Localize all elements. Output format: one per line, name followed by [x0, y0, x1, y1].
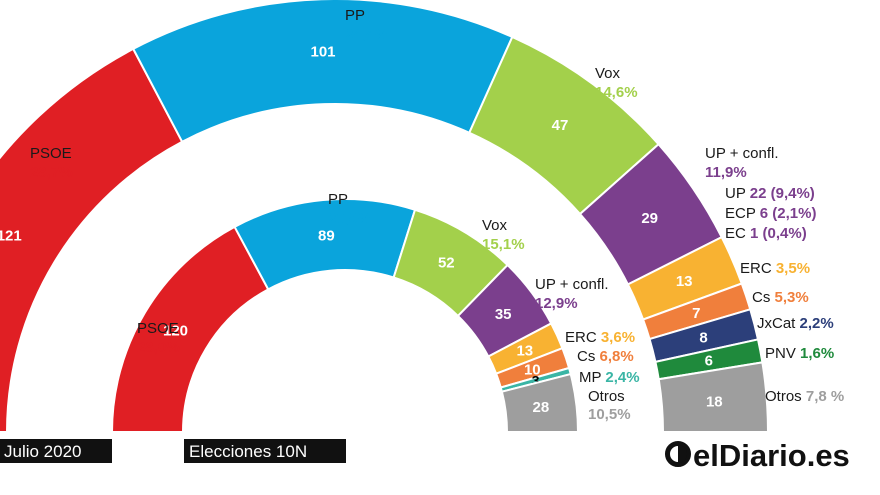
- inner-label-psoe-name: PSOE: [137, 320, 179, 337]
- outer-label-pp-name: PP: [345, 7, 365, 24]
- brand-logo: elDiario.es: [665, 438, 850, 473]
- outer-seats-erc: 13: [676, 273, 693, 290]
- inner-label-vox-pct: 15,1%: [482, 236, 525, 253]
- inner-label-mp-pct: 2,4%: [605, 369, 639, 386]
- outer-label-up-sub-1-seats: 22: [750, 185, 767, 202]
- inner-seats-pp: 89: [318, 227, 335, 244]
- outer-label-up-sub-2-pct: (2,1%): [772, 205, 816, 222]
- inner-seats-psoe: 120: [163, 323, 188, 340]
- outer-label-pnv-name: PNV: [765, 345, 796, 362]
- outer-label-psoe-name: PSOE: [30, 145, 72, 162]
- outer-seats-cs: 7: [692, 305, 700, 322]
- outer-label-up-sub-1-pct: (9,4%): [771, 185, 815, 202]
- outer-label-up-sub-3-pct: (0,4%): [763, 225, 807, 242]
- logo-text: elDiario.es: [693, 438, 850, 473]
- outer-title: Julio 2020: [4, 442, 82, 461]
- outer-label-cs-pct: 5,3%: [775, 289, 809, 306]
- outer-label-up-sub-2-name: ECP: [725, 205, 756, 222]
- outer-seats-jxcat: 8: [699, 329, 707, 346]
- inner-label-erc: ERC 3,6%: [565, 329, 635, 346]
- inner-label-up-pct: 12,9%: [535, 295, 578, 312]
- inner-seats-cs: 10: [524, 361, 541, 378]
- outer-arc-otros: [657, 361, 770, 433]
- outer-label-vox-name: Vox: [595, 65, 621, 82]
- inner-label-cs: Cs 6,8%: [577, 348, 634, 365]
- outer-label-jxcat-pct: 2,2%: [800, 315, 834, 332]
- outer-label-otros-name: Otros: [765, 388, 802, 405]
- inner-seats-mp: 3: [532, 372, 540, 388]
- outer-labels: PSOE 28,7% PP 24,4% Vox 14,6% UP + confl…: [30, 7, 844, 405]
- inner-label-pp-name: PP: [328, 191, 348, 208]
- inner-arc-psoe: [110, 225, 270, 433]
- outer-label-up-sub-3-seats: 1: [750, 225, 758, 242]
- inner-seats-up-confl: 35: [495, 306, 512, 323]
- outer-label-up-sub-1-name: UP: [725, 185, 746, 202]
- outer-label-jxcat: JxCat 2,2%: [757, 315, 834, 332]
- inner-hemicycle: 120 89 52 35 13 103 28: [110, 198, 580, 433]
- inner-title-box: [184, 439, 346, 463]
- inner-label-mp: MP 2,4%: [579, 369, 640, 386]
- inner-label-up-name: UP + confl.: [535, 276, 609, 293]
- inner-label-pp-pct: 20,8%: [328, 210, 371, 227]
- inner-arc-otros: [500, 372, 580, 433]
- outer-label-erc-pct: 3,5%: [776, 260, 810, 277]
- inner-seats-erc: 13: [516, 342, 533, 359]
- outer-label-cs-name: Cs: [752, 289, 770, 306]
- inner-label-vox-name: Vox: [482, 217, 508, 234]
- outer-seats-pnv: 6: [705, 353, 713, 370]
- outer-label-jxcat-name: JxCat: [757, 315, 796, 332]
- outer-arc-pp: [131, 0, 514, 144]
- outer-seats-psoe: 121: [0, 227, 22, 244]
- inner-label-psoe-pct: 28,0%: [137, 339, 180, 356]
- outer-label-up-name: UP + confl.: [705, 145, 779, 162]
- inner-label-cs-name: Cs: [577, 348, 595, 365]
- outer-seats-otros: 18: [706, 393, 723, 410]
- outer-label-otros: Otros 7,8 %: [765, 388, 844, 405]
- inner-labels: PSOE 28,0% PP 20,8% Vox 15,1% UP + confl…: [137, 191, 640, 423]
- outer-label-up-sub-2: ECP 6 (2,1%): [725, 205, 816, 222]
- outer-label-pnv: PNV 1,6%: [765, 345, 834, 362]
- outer-label-up-sub-1: UP 22 (9,4%): [725, 185, 815, 202]
- outer-title-box: [0, 439, 112, 463]
- inner-label-erc-pct: 3,6%: [601, 329, 635, 346]
- inner-seats-otros: 28: [533, 399, 550, 416]
- inner-label-otros-pct: 10,5%: [588, 406, 631, 423]
- inner-title: Elecciones 10N: [189, 442, 307, 461]
- outer-label-pnv-pct: 1,6%: [800, 345, 834, 362]
- outer-label-vox-pct: 14,6%: [595, 84, 638, 101]
- outer-label-otros-pct: 7,8 %: [806, 388, 844, 405]
- outer-seats-vox: 47: [552, 117, 569, 134]
- logo-half-icon: [678, 445, 687, 463]
- outer-label-erc-name: ERC: [740, 260, 772, 277]
- outer-label-up-pct: 11,9%: [705, 164, 747, 181]
- inner-label-cs-pct: 6,8%: [600, 348, 634, 365]
- outer-label-up-sub-2-seats: 6: [760, 205, 768, 222]
- inner-seats-vox: 52: [438, 255, 455, 272]
- inner-label-otros-name: Otros: [588, 388, 625, 405]
- inner-label-erc-name: ERC: [565, 329, 597, 346]
- outer-label-psoe-pct: 28,7%: [30, 164, 73, 181]
- inner-label-mp-name: MP: [579, 369, 601, 386]
- outer-label-cs: Cs 5,3%: [752, 289, 809, 306]
- outer-label-up-sub-3: EC 1 (0,4%): [725, 225, 807, 242]
- outer-label-pp-pct: 24,4%: [345, 26, 388, 43]
- outer-seats-up-confl: 29: [641, 210, 658, 227]
- logo-circle-icon: [665, 441, 691, 467]
- outer-label-erc: ERC 3,5%: [740, 260, 810, 277]
- outer-label-up-sub-3-name: EC: [725, 225, 746, 242]
- outer-seats-pp: 101: [310, 44, 335, 61]
